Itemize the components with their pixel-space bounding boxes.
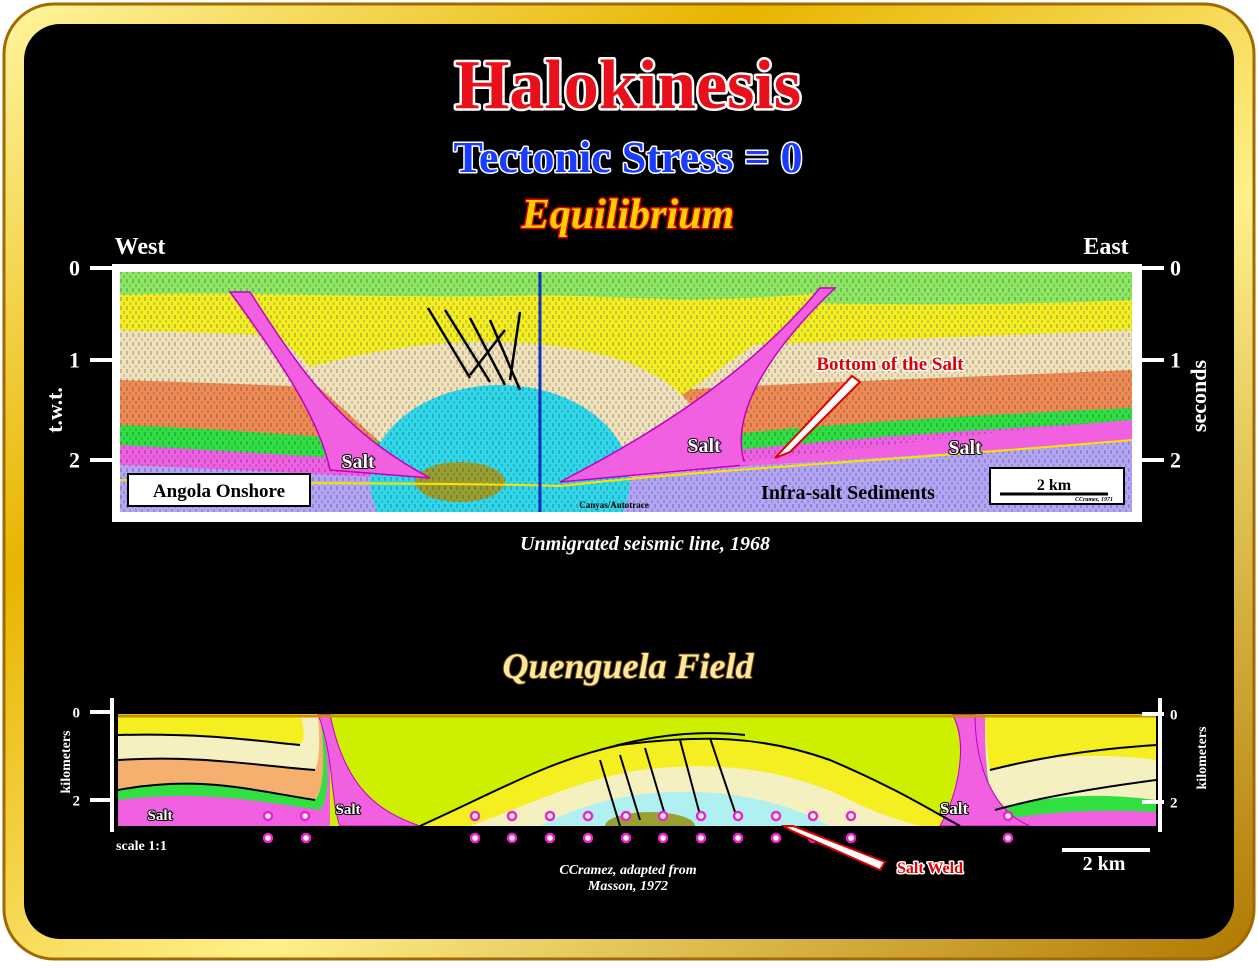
weld-marker: [770, 810, 782, 822]
weld-marker: [262, 810, 274, 822]
west-label: West: [115, 234, 166, 260]
weld-marker: [544, 832, 556, 844]
salt-label: Salt: [687, 435, 721, 457]
y2-axis-label: seconds: [1186, 360, 1211, 433]
y2-axis-label: kilometers: [1195, 726, 1210, 790]
scale-box: [989, 467, 1125, 505]
annotation: Bottom of the Salt: [816, 354, 964, 375]
y-axis-label: t.w.t.: [42, 387, 67, 433]
caption: Unmigrated seismic line, 1968: [520, 533, 770, 555]
weld-marker: [620, 810, 632, 822]
tick-label: 2: [73, 793, 81, 809]
right-ticks: 02: [1142, 707, 1178, 811]
tick-label: 0: [1170, 707, 1178, 723]
weld-marker: [695, 832, 707, 844]
scale-ratio: scale 1:1: [116, 839, 167, 854]
credit: CCramez, adapted from: [559, 863, 696, 878]
salt-label: Salt: [948, 437, 982, 459]
weld-marker: [732, 832, 744, 844]
tick-label: 0: [69, 256, 80, 281]
weld-marker: [582, 832, 594, 844]
weld-marker: [770, 832, 782, 844]
tick-label: 2: [1170, 795, 1178, 811]
weld-marker: [1002, 810, 1014, 822]
location-box: [127, 473, 311, 507]
state: Equilibrium: [521, 192, 734, 238]
salt-label: Salt: [335, 802, 360, 818]
weld-marker: [506, 810, 518, 822]
subtitle: Tectonic Stress = 0: [454, 133, 803, 182]
right-ticks: 0 1 2: [1142, 256, 1181, 473]
credit: CCramez, 1971: [1075, 497, 1113, 503]
weld-marker: [695, 810, 707, 822]
weld-marker: [469, 810, 481, 822]
weld-marker: [620, 832, 632, 844]
weld-marker: [299, 810, 311, 822]
salt-label: Salt: [940, 799, 969, 818]
tick-label: 2: [1170, 448, 1181, 473]
annotation: Infra-salt Sediments: [761, 482, 935, 504]
weld-marker: [845, 810, 857, 822]
weld-marker: [506, 832, 518, 844]
left-ticks: 0 1 2: [69, 256, 112, 473]
weld-marker: [845, 832, 857, 844]
weld-marker: [1002, 832, 1014, 844]
weld-marker: [582, 810, 594, 822]
left-ticks: 02: [73, 705, 112, 809]
weld-marker: [657, 810, 669, 822]
scale-label: 2 km: [1037, 477, 1072, 494]
location-label: Angola Onshore: [153, 481, 285, 502]
tick-label: 2: [69, 448, 80, 473]
title: Halokinesis: [455, 47, 801, 124]
y-axis-label: kilometers: [59, 730, 74, 794]
annotation: Salt Weld: [897, 860, 963, 877]
credit: Masson, 1972: [587, 879, 668, 894]
section-title: Quenguela Field: [502, 646, 754, 686]
tick-label: 1: [69, 348, 80, 373]
tick-label: 0: [73, 705, 81, 721]
arrow: [780, 825, 887, 872]
weld-marker: [469, 832, 481, 844]
salt-label: Salt: [147, 808, 172, 824]
field-section: [118, 714, 1156, 826]
tick-label: 1: [1170, 348, 1181, 373]
arrow: [774, 374, 862, 459]
salt-label: Salt: [341, 451, 375, 473]
tick-label: 0: [1170, 256, 1181, 281]
scale-label: 2 km: [1083, 853, 1126, 875]
weld-marker: [657, 832, 669, 844]
weld-marker: [300, 832, 312, 844]
weld-marker: [544, 810, 556, 822]
east-label: East: [1083, 234, 1128, 260]
weld-marker: [732, 810, 744, 822]
weld-marker: [262, 832, 274, 844]
weld-marker: [807, 810, 819, 822]
annotation: Canyas/Autotrace: [579, 500, 649, 510]
seismic-section: [120, 272, 1132, 512]
